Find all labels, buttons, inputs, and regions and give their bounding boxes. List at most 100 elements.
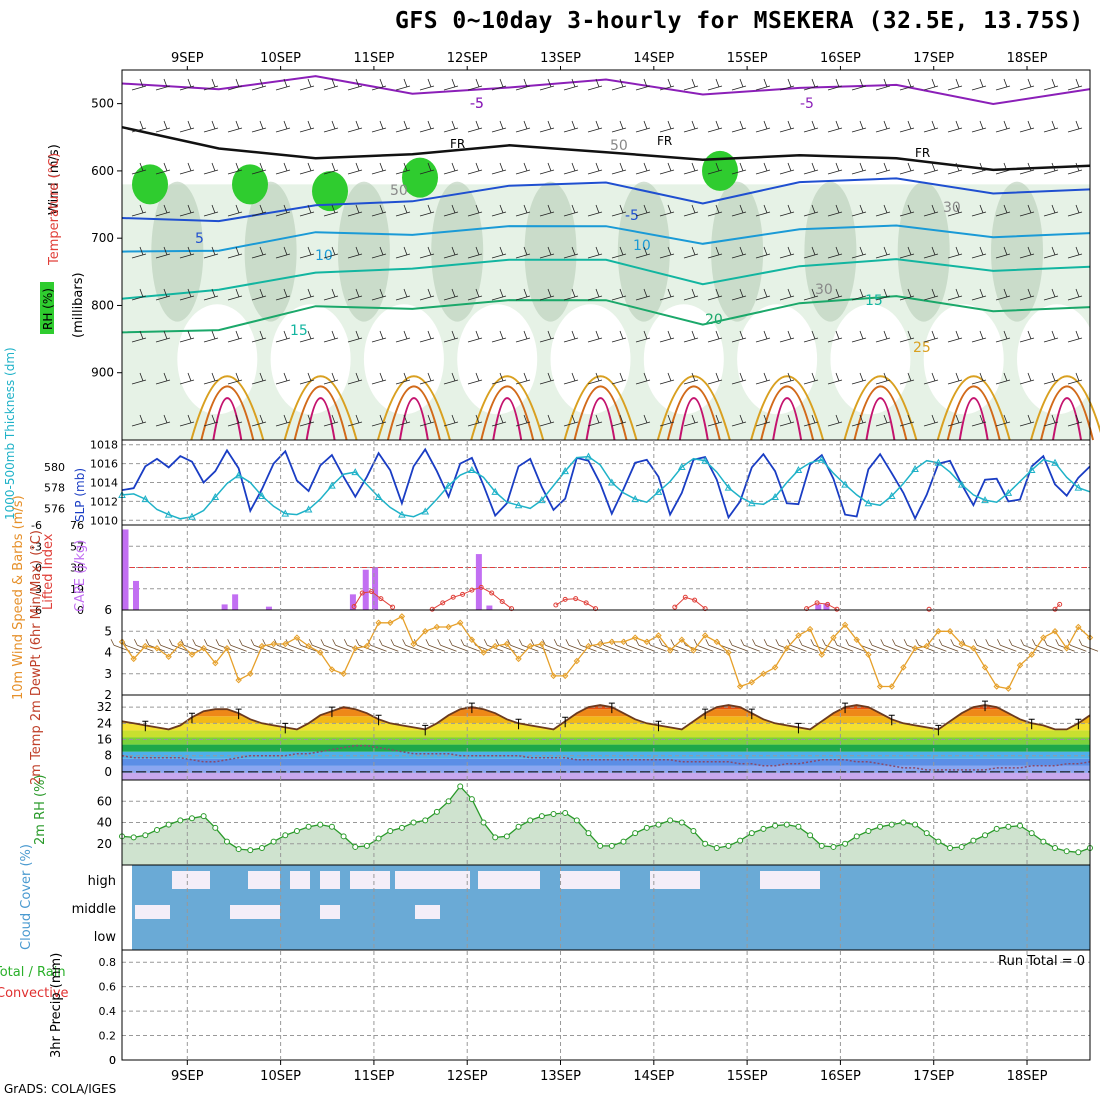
vertical-gridlines: [186, 66, 1028, 1065]
wind-speed-marker: [515, 655, 522, 663]
wind-barb: [347, 246, 363, 259]
wind-barb: [659, 120, 675, 133]
rh-shade-saturated: [402, 157, 438, 198]
wind-speed-marker: [573, 657, 581, 665]
wind-barb: [323, 78, 339, 91]
isotherm-line: [121, 125, 1091, 172]
wind-barb: [275, 330, 291, 343]
rh-shade-clear: [643, 304, 724, 415]
thickness-marker: [1004, 488, 1013, 496]
temp-errorbar: [702, 708, 709, 720]
temp-errorbar: [888, 714, 895, 726]
wind-barb: [443, 120, 459, 133]
wind-barb: [371, 120, 387, 133]
temp-errorbar: [842, 702, 849, 714]
wind-barb: [299, 288, 315, 301]
wind-barb: [299, 414, 315, 427]
temp-errorbar: [422, 724, 429, 736]
wind-barb: [899, 288, 915, 301]
wind-barb: [683, 204, 699, 217]
wind-barb: [227, 162, 243, 175]
wind-barb: [611, 288, 627, 301]
wind-barb: [203, 330, 219, 343]
rh-marker: [433, 808, 440, 815]
x-tick-label-bottom: 9SEP: [171, 1069, 204, 1084]
temp-tick-label: 8: [104, 749, 112, 763]
li-marker: [429, 606, 435, 612]
warm-isotherm: [666, 385, 721, 441]
rh-shade-saturated: [132, 164, 168, 205]
temp-tick-label: 0: [104, 765, 112, 779]
cape-bar: [122, 529, 129, 610]
wind-barb: [971, 120, 987, 133]
wind-barb: [563, 246, 579, 259]
wind-barb: [467, 330, 483, 343]
rh-shade-saturated: [312, 171, 348, 212]
wind-barb: [635, 414, 651, 427]
x-tick-label-top: 16SEP: [820, 51, 861, 66]
wind-barb: [947, 288, 963, 301]
wind-barb: [179, 78, 195, 91]
wind-barb: [779, 330, 795, 343]
rh-shade-mid: [804, 181, 857, 322]
rh-marker: [982, 832, 989, 839]
wind-barb: [611, 204, 627, 217]
x-tick-label-bottom: 11SEP: [353, 1069, 394, 1084]
wind-barb: [419, 246, 435, 259]
wind-speed-marker: [888, 683, 895, 690]
wind-barb: [923, 414, 939, 427]
wind-barb: [203, 120, 219, 133]
x-tick-label-top: 9SEP: [171, 51, 204, 66]
wind-barb: [827, 414, 843, 427]
rh-shade-clear: [363, 304, 444, 415]
wind-barb: [995, 414, 1011, 427]
wind-speed-marker: [258, 642, 266, 650]
wind-barb: [347, 204, 363, 217]
rh-marker: [888, 821, 895, 828]
wind-speed-marker: [713, 638, 721, 646]
wind-barb: [707, 120, 723, 133]
wind-barb: [707, 414, 723, 427]
wind-barb: [600, 639, 620, 652]
thickness-series-line: [121, 455, 1091, 520]
wind-barb: [227, 372, 243, 385]
wind-barb: [1043, 414, 1059, 427]
wind-barb: [371, 330, 387, 343]
wind-barb: [275, 162, 291, 175]
warm-isotherm: [760, 385, 815, 441]
wind-speed-marker: [666, 647, 674, 654]
slp-axis-label: SLP (mb): [73, 468, 87, 522]
pressure-axis-label: (millibars): [71, 272, 86, 338]
wind-barb: [395, 204, 411, 217]
wind-barb: [927, 639, 947, 652]
warm-isotherm: [293, 385, 348, 441]
slp-tick-label: 1016: [90, 458, 118, 471]
contour-label: 30: [943, 200, 961, 216]
y-tick-label: 900: [91, 366, 114, 380]
wind-speed-marker: [970, 645, 977, 652]
wind-barb: [539, 162, 555, 175]
wind-barb: [611, 246, 627, 259]
wind-speed-marker: [643, 638, 651, 646]
wind-speed-marker: [1005, 685, 1012, 692]
wind-barb: [947, 246, 963, 259]
rh-marker: [352, 843, 359, 850]
rh-area: [122, 786, 1090, 865]
wind-barb: [539, 120, 555, 133]
wind-barb: [659, 414, 675, 427]
wind-barb: [419, 330, 435, 343]
wind-barb: [507, 639, 527, 652]
rh-marker: [340, 833, 347, 840]
temp-tick-label: 16: [97, 733, 112, 747]
cape-bar: [475, 554, 482, 610]
wind-speed-marker: [631, 634, 639, 641]
wind-barb: [947, 162, 963, 175]
rh-legend-swatch: [40, 282, 54, 334]
warm-isotherm: [190, 375, 265, 441]
wind-barb: [131, 414, 147, 427]
x-tick-label-bottom: 16SEP: [820, 1069, 861, 1084]
wind-barb: [378, 639, 399, 652]
warm-isotherm: [492, 397, 523, 441]
wind-barb: [467, 120, 483, 133]
